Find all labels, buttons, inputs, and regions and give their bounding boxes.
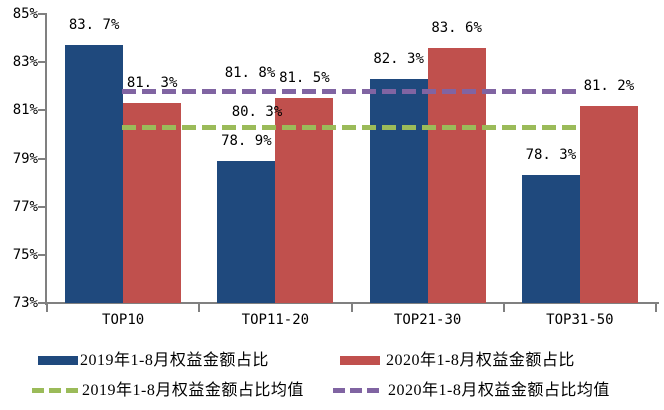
bar-2019-top31-50	[521, 175, 580, 303]
x-category-label: TOP10	[102, 312, 145, 328]
bar-value-label: 83. 7%	[68, 17, 120, 34]
mean-value-label: 81. 8%	[224, 65, 276, 81]
bar-2019-top10	[65, 45, 124, 303]
y-tick-label: 73%	[12, 295, 38, 311]
y-tick	[38, 205, 45, 208]
bar-2019-top11-20	[217, 160, 276, 303]
legend-label-2020-bar: 2020年1-8月权益金额占比	[386, 352, 575, 369]
legend-label-2019-mean: 2019年1-8月权益金额占比均值	[82, 382, 304, 399]
mean-line-2019	[122, 124, 582, 130]
legend-swatch-2019-bar	[38, 356, 78, 365]
bar-value-label: 81. 2%	[583, 77, 635, 94]
x-category-label: TOP21-30	[393, 312, 462, 328]
x-axis-line	[45, 302, 659, 304]
y-tick-label: 81%	[12, 102, 38, 119]
bar-2020-top11-20	[275, 98, 334, 303]
legend-swatch-2020-bar	[340, 356, 380, 365]
legend-label-2020-mean: 2020年1-8月权益金额占比均值	[388, 382, 610, 399]
y-tick-label: 85%	[12, 6, 38, 22]
x-tick	[350, 304, 353, 312]
mean-line-2020	[122, 88, 582, 94]
bar-value-label: 83. 6%	[431, 19, 482, 36]
bar-2020-top31-50	[579, 105, 638, 303]
mean-value-label: 80. 3%	[231, 104, 283, 120]
bar-value-label: 78. 3%	[525, 147, 577, 164]
y-tick-label: 79%	[12, 150, 38, 167]
x-tick	[198, 304, 201, 312]
y-tick	[38, 61, 45, 64]
x-category-label: TOP31-50	[546, 312, 614, 328]
bar-2019-top21-30	[369, 79, 428, 303]
y-tick	[38, 253, 45, 256]
y-tick	[38, 109, 45, 112]
legend-label-2019-bar: 2019年1-8月权益金额占比	[80, 352, 269, 369]
legend-swatch-2019-mean-line	[32, 388, 79, 393]
y-tick-label: 83%	[12, 54, 38, 71]
y-tick-label: 77%	[12, 198, 38, 215]
y-tick	[38, 157, 45, 160]
bar-value-label: 82. 3%	[373, 51, 424, 68]
bar-2020-top10	[123, 103, 182, 303]
x-tick	[46, 304, 48, 312]
y-axis-line	[45, 13, 47, 305]
x-tick	[502, 304, 505, 312]
bar-value-label: 78. 9%	[221, 132, 272, 149]
y-tick-label: 75%	[12, 246, 38, 263]
x-category-label: TOP11-20	[241, 312, 310, 328]
bar-value-label: 81. 3%	[126, 75, 178, 92]
y-tick	[38, 13, 45, 15]
y-tick	[38, 302, 45, 304]
bar-value-label: 81. 5%	[279, 70, 330, 87]
x-tick	[655, 304, 657, 312]
legend-swatch-2020-mean-line	[333, 388, 380, 393]
bar-2020-top21-30	[427, 47, 486, 303]
